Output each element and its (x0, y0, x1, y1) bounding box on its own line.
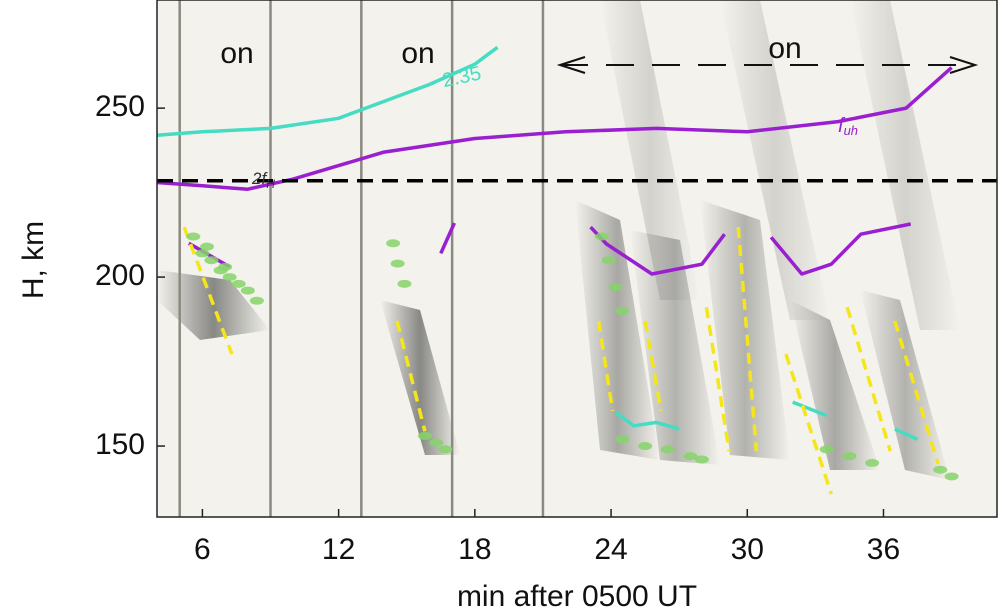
echo-point (944, 472, 959, 481)
echo-point (683, 452, 698, 461)
data-line (182, 226, 940, 495)
echo-point (694, 455, 709, 464)
on-label: on (401, 37, 434, 70)
echo-point (638, 442, 653, 451)
echo-point (615, 435, 630, 444)
x-tick-label: 18 (458, 533, 491, 566)
echo-point (397, 279, 412, 288)
plot-layer (156, 0, 997, 517)
on-label: on (768, 32, 801, 65)
echo-point (594, 232, 609, 241)
y-tick-label: 200 (95, 259, 145, 292)
y-tick-label: 250 (95, 90, 145, 123)
y-axis-label: H, km (17, 221, 50, 299)
echo-point (195, 249, 210, 258)
echo-point (615, 306, 630, 315)
y-tick-label: 150 (95, 428, 145, 461)
data-line (156, 66, 953, 191)
on-label: on (220, 37, 253, 70)
data-line (614, 400, 919, 441)
echo-point (231, 279, 246, 288)
echo-point (386, 239, 401, 248)
twofh-label: 2fH (251, 169, 275, 191)
twofh-sub: H (266, 177, 275, 191)
fuh-main: f (838, 115, 846, 137)
x-tick-label: 12 (322, 533, 355, 566)
echo-point (608, 283, 623, 292)
echo-point (218, 262, 233, 271)
x-tick-label: 30 (731, 533, 764, 566)
echo-point (660, 445, 675, 454)
plot-frame (156, 0, 998, 518)
fuh-label: fuh (838, 115, 858, 138)
twofh-main: 2f (251, 169, 268, 188)
data-line (187, 222, 912, 276)
echo-point (438, 445, 453, 454)
double-arrow (556, 56, 979, 74)
x-axis-label: min after 0500 UT (457, 580, 697, 613)
x-tick-label: 24 (594, 533, 627, 566)
echo-point (819, 445, 834, 454)
x-tick-label: 6 (194, 533, 211, 566)
x-tick-label: 36 (867, 533, 900, 566)
fuh-sub: uh (844, 123, 858, 138)
echo-point (204, 256, 219, 265)
echo-point (933, 465, 948, 474)
echo-point (601, 256, 616, 265)
echo-point (186, 232, 201, 241)
echo-point (249, 296, 264, 305)
data-line (156, 45, 499, 137)
echo-point (842, 452, 857, 461)
echo-point (240, 286, 255, 295)
echo-point (199, 242, 214, 251)
echo-point (865, 458, 880, 467)
echo-point (429, 438, 444, 447)
ionogram-background (157, 0, 960, 480)
echo-point (417, 431, 432, 440)
echo-point (390, 259, 405, 268)
echo-point (222, 273, 237, 282)
